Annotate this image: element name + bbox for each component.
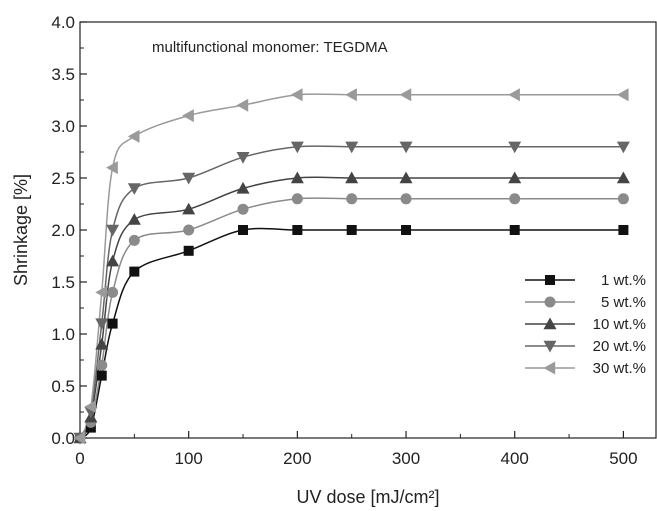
data-point — [508, 88, 520, 102]
data-point — [95, 285, 107, 299]
data-point — [346, 225, 357, 235]
x-axis-title: UV dose [mJ/cm²] — [296, 487, 439, 507]
y-tick-label: 3.5 — [51, 65, 75, 84]
legend-label: 30 wt.% — [593, 360, 646, 377]
y-tick-label: 2.0 — [51, 221, 75, 240]
data-point — [106, 254, 120, 267]
data-point — [399, 141, 413, 154]
y-tick-label: 0.0 — [51, 429, 75, 448]
data-point — [616, 88, 629, 102]
y-tick-label: 1.0 — [51, 325, 75, 344]
legend-label: 10 wt.% — [593, 316, 646, 333]
legend: 1 wt.% 5 wt.% 10 wt.% 20 wt.% 30 wt.% — [525, 272, 646, 377]
series-markers — [73, 88, 630, 445]
data-point — [399, 171, 413, 184]
data-point — [95, 318, 109, 331]
y-tick-label: 1.5 — [51, 273, 75, 292]
data-point — [345, 171, 359, 184]
data-point — [617, 193, 629, 205]
data-point — [345, 88, 357, 102]
data-point — [183, 245, 194, 256]
data-point — [345, 141, 359, 154]
data-point — [182, 172, 196, 185]
y-tick-label: 0.5 — [51, 377, 75, 396]
series-line — [79, 145, 624, 439]
y-tick-label: 2.5 — [51, 169, 75, 188]
data-point — [182, 109, 194, 123]
legend-marker — [543, 361, 556, 375]
legend-label: 1 wt.% — [601, 272, 646, 289]
data-point — [127, 183, 141, 195]
series-line — [79, 93, 624, 439]
data-point — [290, 171, 304, 184]
data-point — [96, 359, 108, 371]
data-point — [290, 88, 303, 102]
data-point — [508, 171, 522, 184]
data-point — [509, 193, 521, 205]
data-point — [107, 318, 118, 329]
series-line — [79, 227, 624, 439]
data-point — [399, 88, 412, 102]
data-point — [127, 129, 140, 143]
data-point — [182, 202, 196, 215]
legend-label: 5 wt.% — [601, 294, 646, 311]
legend-marker — [545, 275, 555, 285]
data-point — [616, 171, 630, 184]
x-tick-label: 400 — [501, 449, 529, 468]
x-tick-label: 300 — [392, 449, 420, 468]
legend-label: 20 wt.% — [593, 338, 646, 355]
x-tick-label: 500 — [609, 449, 637, 468]
data-point — [237, 203, 249, 215]
data-point — [95, 337, 109, 350]
data-point — [508, 141, 522, 154]
data-point — [96, 370, 107, 381]
data-point — [73, 431, 86, 445]
chart-annotation: multifunctional monomer: TEGDMA — [152, 39, 388, 56]
data-point — [292, 225, 303, 235]
x-tick-label: 0 — [75, 449, 84, 468]
y-tick-label: 3.0 — [51, 117, 75, 136]
y-axis-title: Shrinkage [%] — [11, 174, 31, 286]
data-point — [127, 213, 141, 225]
data-point — [236, 181, 250, 194]
legend-marker — [544, 296, 556, 308]
data-point — [346, 193, 358, 205]
x-tick-label: 200 — [283, 449, 311, 468]
data-point — [236, 152, 250, 164]
data-point — [616, 141, 630, 154]
y-tick-label: 4.0 — [51, 13, 75, 32]
data-point — [401, 225, 412, 235]
data-point — [106, 224, 120, 237]
data-point — [107, 286, 119, 298]
data-point — [236, 98, 249, 112]
data-point — [84, 400, 97, 414]
x-tick-label: 100 — [174, 449, 202, 468]
axis-ticks: 0.0 0.5 1.0 1.5 2.0 2.5 3.0 3.5 4.0 0 100 200 300 400… — [51, 13, 637, 468]
data-point — [400, 193, 412, 205]
data-point — [290, 141, 304, 154]
data-point — [128, 234, 140, 246]
data-point — [618, 225, 629, 235]
data-point — [129, 266, 140, 277]
legend-marker — [543, 317, 557, 330]
data-point — [291, 193, 303, 205]
series-line — [79, 176, 624, 439]
data-point — [106, 161, 118, 175]
legend-marker — [543, 340, 557, 353]
data-point — [509, 225, 520, 235]
data-point — [183, 224, 195, 236]
data-point — [238, 225, 249, 235]
